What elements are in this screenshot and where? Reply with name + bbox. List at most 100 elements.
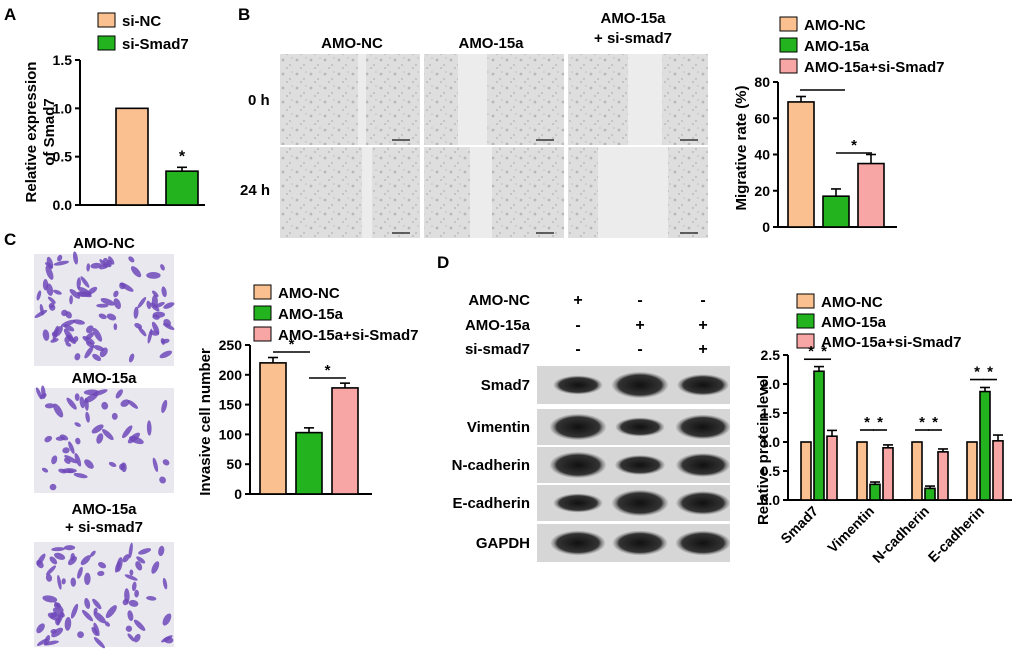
chart-c-sig-star: * (289, 336, 295, 353)
blot-band (675, 530, 731, 556)
stained-cell (151, 294, 158, 308)
stained-cell (135, 561, 143, 571)
chart-d-sig-star: * (919, 414, 925, 431)
scratch-row-label-0h: 0 h (248, 92, 270, 109)
stained-cell (93, 327, 103, 342)
stained-cell (129, 569, 134, 576)
micrograph-scratch (280, 147, 420, 238)
stained-cell (162, 459, 170, 466)
scratch-wound-gap (628, 54, 662, 145)
panel-c: C AMO-NC AMO-15a AMO-15a + si-smad7 AMO-… (4, 230, 418, 649)
stained-cell (64, 455, 78, 464)
condition-mark: - (637, 292, 642, 309)
blot-band (676, 453, 730, 477)
chart-d-sig-star: * (987, 364, 993, 381)
scratch-wound-gap (470, 147, 492, 238)
chart-d-sig-star: * (808, 343, 814, 360)
blot-band (615, 455, 665, 475)
stained-cell (84, 459, 94, 469)
stained-cell (124, 574, 138, 581)
blot-band (612, 490, 668, 516)
blot-label: GAPDH (476, 535, 530, 552)
stained-cell (137, 296, 147, 309)
stained-cell (61, 309, 68, 317)
stained-cell (67, 556, 77, 566)
stained-cell (151, 290, 159, 298)
stained-cell (48, 302, 55, 309)
blot-band (550, 452, 606, 478)
transwell-label-rescue: AMO-15a (71, 501, 137, 518)
stained-cell (36, 553, 46, 566)
chart-a: 0.0 0.5 1.0 1.5 * (53, 52, 205, 213)
scratch-col-label-rescue-line2: + si-smad7 (594, 30, 672, 47)
stained-cell (104, 621, 110, 627)
legend-a-swatch-si-smad7 (97, 35, 116, 51)
chart-b-ytick-label: 20 (754, 183, 770, 199)
chart-b-bar (787, 101, 815, 228)
legend-c-label: AMO-NC (278, 285, 340, 302)
stained-cell (87, 286, 98, 295)
legend-b-swatch (779, 37, 798, 53)
stained-cell (100, 298, 115, 306)
stained-cell (119, 282, 126, 290)
stained-cell (93, 611, 106, 624)
chart-c-bar (259, 362, 287, 495)
chart-d-bar (856, 441, 868, 501)
western-blots: Smad7 Vimentin N-cadherin E-cadherin GAPDH (452, 366, 731, 562)
micrograph-scratch (424, 147, 564, 238)
stained-cell (65, 342, 72, 347)
stained-cell (161, 338, 170, 344)
blot-label: E-cadherin (452, 495, 530, 512)
chart-b-ylabel: Migrative rate (%) (733, 85, 750, 210)
legend-b-swatch (779, 58, 798, 74)
stained-cell (53, 602, 61, 609)
stained-cell (92, 598, 102, 610)
chart-a-ytick-label: 0.0 (53, 197, 73, 213)
chart-a-ylabel-line2: of Smad7 (41, 98, 58, 166)
chart-d-bar (992, 440, 1004, 501)
condition-mark: - (637, 341, 642, 358)
legend-b-label: AMO-15a+si-Smad7 (804, 59, 944, 76)
stained-cell (72, 319, 85, 325)
stained-cell (54, 552, 66, 560)
chart-d-bar (882, 446, 894, 501)
legend-c: AMO-NC AMO-15a AMO-15a+si-Smad7 (253, 284, 418, 344)
stained-cell (92, 353, 102, 362)
chart-a-ylabel-line1: Relative expression (23, 62, 40, 203)
chart-d-bar (869, 483, 881, 501)
stained-cell (45, 265, 54, 280)
chart-a-bar (165, 170, 199, 206)
stained-cell (36, 290, 42, 301)
chart-d-bar (937, 451, 949, 501)
stained-cell (52, 325, 59, 341)
stained-cell (136, 556, 146, 564)
stained-cell (52, 607, 65, 618)
stained-cell (133, 619, 146, 631)
stained-cell (86, 263, 91, 272)
stained-cell (128, 542, 133, 559)
stained-cell (133, 633, 141, 643)
panel-c-letter: C (4, 230, 16, 249)
stained-cell (128, 599, 139, 607)
stained-cell (133, 306, 139, 319)
chart-c-ytick-label: 150 (219, 397, 243, 413)
stained-cell (127, 610, 134, 622)
stained-cell (152, 457, 159, 472)
chart-b-sig-star: * (851, 137, 857, 154)
chart-d-bar (800, 441, 812, 501)
stained-cell (53, 289, 62, 295)
chart-c-ytick-label: 50 (226, 456, 242, 472)
transwell-images (34, 251, 175, 649)
stained-cell (161, 399, 168, 414)
stained-cell (89, 550, 96, 557)
stained-cell (162, 577, 168, 590)
chart-c-sig-star: * (325, 362, 331, 379)
chart-d-ytick-label: 1.5 (761, 405, 781, 421)
chart-a-sig-star: * (179, 148, 186, 165)
blot-band (550, 414, 606, 440)
legend-c-label: AMO-15a+si-Smad7 (278, 327, 418, 344)
stained-cell (105, 605, 117, 619)
stained-cell (57, 254, 63, 262)
